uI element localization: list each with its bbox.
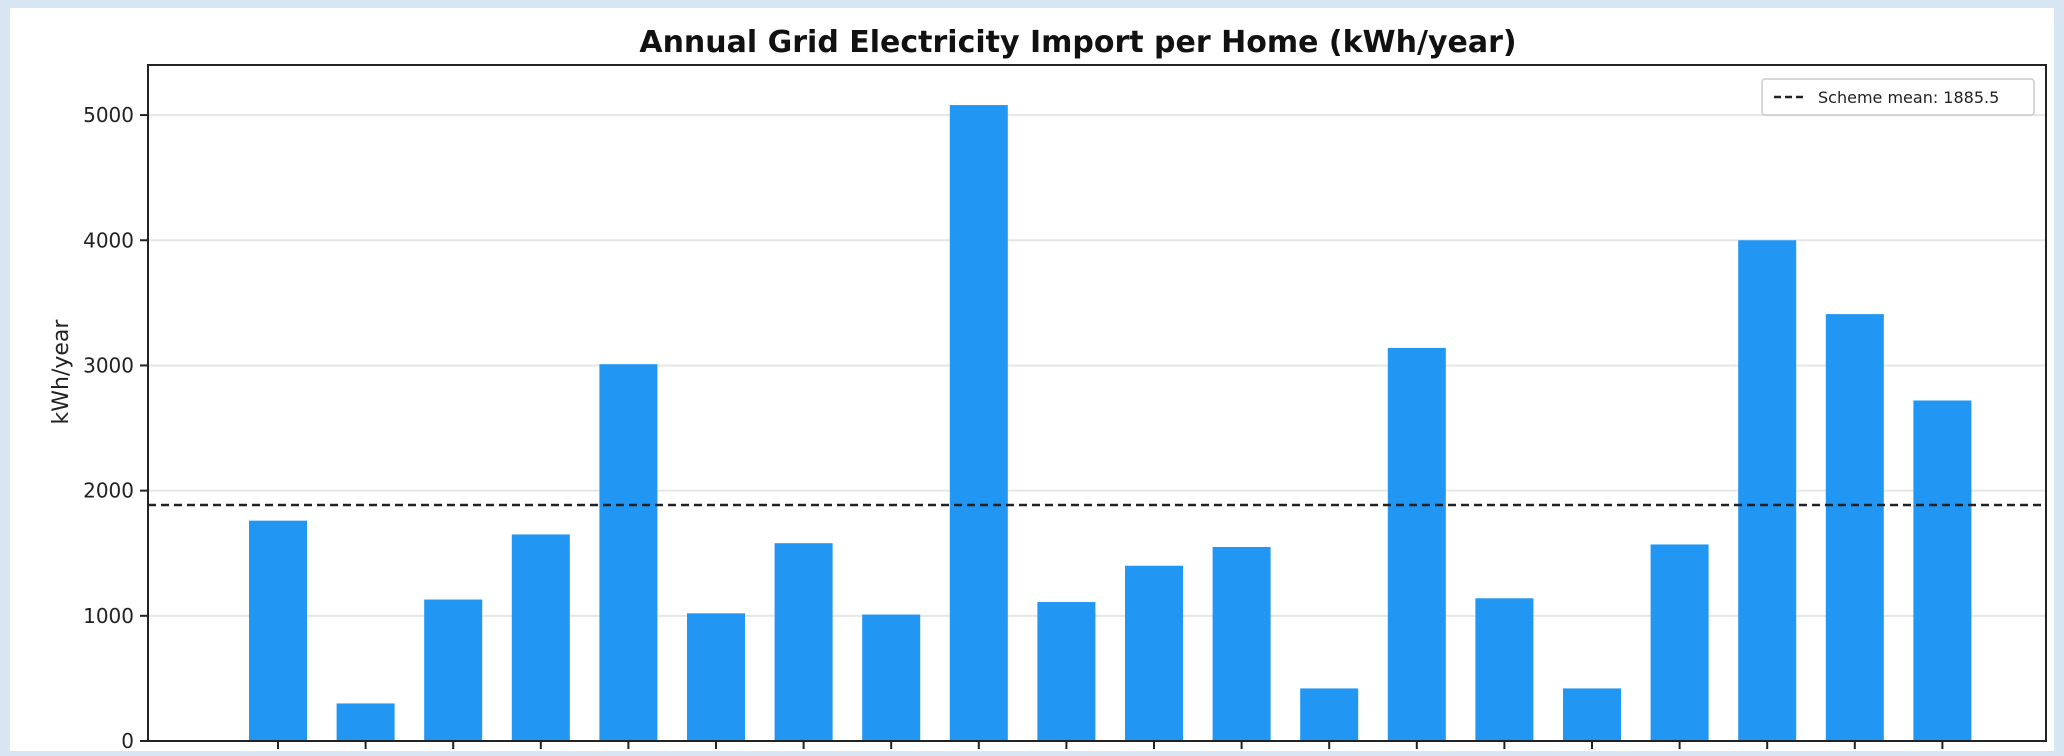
y-tick-label: 2000 bbox=[83, 479, 134, 503]
axes: 0 1000 2000 3000 4000 5000 bbox=[83, 64, 2047, 753]
chart-frame: Annual Grid Electricity Import per Home … bbox=[10, 8, 2054, 753]
y-tick-label: 1000 bbox=[83, 604, 134, 628]
bar bbox=[249, 520, 307, 741]
legend-label: Scheme mean: 1885.5 bbox=[1818, 88, 1999, 107]
bar bbox=[687, 613, 745, 741]
bars bbox=[249, 105, 1972, 741]
y-tick-label: 3000 bbox=[83, 353, 134, 377]
bar bbox=[336, 703, 395, 741]
bar bbox=[1563, 688, 1621, 741]
bar bbox=[511, 534, 570, 741]
bar bbox=[862, 614, 921, 741]
bar bbox=[1300, 688, 1359, 741]
bar bbox=[1738, 240, 1797, 741]
bar bbox=[1387, 347, 1446, 741]
bar bbox=[599, 364, 658, 741]
bar bbox=[1037, 602, 1096, 741]
chart-title: Annual Grid Electricity Import per Home … bbox=[639, 25, 1516, 60]
bar bbox=[1125, 565, 1183, 741]
y-tick-label: 0 bbox=[121, 729, 134, 751]
bar bbox=[1825, 314, 1884, 741]
plot-frame bbox=[147, 64, 2047, 742]
bar bbox=[1913, 400, 1972, 741]
legend: Scheme mean: 1885.5 bbox=[1761, 78, 2035, 116]
y-tick-label: 5000 bbox=[83, 103, 134, 127]
y-tick-label: 4000 bbox=[83, 228, 134, 252]
bar bbox=[774, 543, 833, 741]
bar bbox=[1475, 598, 1534, 741]
bar bbox=[424, 599, 483, 741]
bar-chart: Annual Grid Electricity Import per Home … bbox=[49, 25, 2047, 753]
bar bbox=[949, 105, 1008, 741]
bar bbox=[1212, 546, 1271, 741]
legend-box bbox=[1761, 78, 2035, 116]
y-axis-label: kWh/year bbox=[49, 319, 74, 425]
bar bbox=[1650, 544, 1709, 741]
